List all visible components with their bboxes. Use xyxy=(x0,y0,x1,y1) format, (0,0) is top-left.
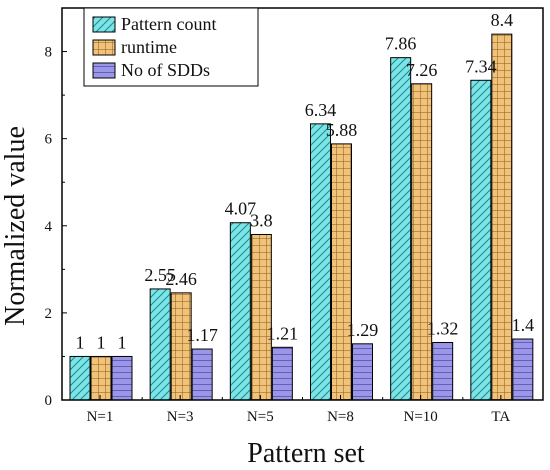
y-axis-title: Normalized value xyxy=(0,126,31,326)
bar-1-3 xyxy=(331,143,352,401)
legend-swatch-0 xyxy=(92,16,116,33)
bar-1-0 xyxy=(90,355,112,401)
data-label-2-2: 1.21 xyxy=(267,323,299,343)
bar-1-5 xyxy=(491,33,513,401)
x-tick-label-0: N=1 xyxy=(87,409,114,425)
bar-2-4 xyxy=(432,342,454,401)
legend-label-1: runtime xyxy=(121,37,177,57)
bar-1-2 xyxy=(250,233,272,401)
bar-0-0 xyxy=(69,355,91,401)
bar-0-1 xyxy=(149,288,171,401)
bar-0-4 xyxy=(390,57,412,401)
x-tick-label-4: N=10 xyxy=(404,409,438,425)
bar-2-1 xyxy=(191,348,213,401)
legend: Pattern count runtime No of SDDs xyxy=(83,7,259,87)
bar-1-4 xyxy=(411,83,433,401)
axes-group: 0 2 4 6 8 N=1 N=3 N=5 N=8 N=10 TA xyxy=(45,7,544,425)
legend-label-2: No of SDDs xyxy=(121,60,210,80)
bar-0-3 xyxy=(310,123,331,401)
data-label-1-4: 7.26 xyxy=(406,60,438,80)
data-label-0-5: 7.34 xyxy=(465,56,497,76)
legend-label-0: Pattern count xyxy=(121,14,216,34)
bar-0-5 xyxy=(470,79,492,401)
x-tick-label-2: N=5 xyxy=(247,409,274,425)
data-label-2-1: 1.17 xyxy=(186,325,218,345)
data-label-0-0: 1 xyxy=(76,332,85,352)
data-label-0-1: 2.55 xyxy=(144,265,176,285)
x-tick-label-1: N=3 xyxy=(167,409,194,425)
data-label-1-2: 3.8 xyxy=(250,210,273,230)
y-tick-label-3: 6 xyxy=(45,132,53,148)
data-label-1-5: 8.4 xyxy=(491,10,514,30)
data-label-1-1: 2.46 xyxy=(165,269,197,289)
bar-2-5 xyxy=(512,338,534,401)
x-tick-label-5: TA xyxy=(491,409,510,425)
y-tick-label-0: 0 xyxy=(45,393,53,409)
x-tick-label-3: N=8 xyxy=(327,409,354,425)
data-labels-group: 1 2.55 4.07 6.34 7.86 7.34 1 2.46 3.8 5.88 7.26 8.4… xyxy=(76,10,535,352)
data-label-2-0: 1 xyxy=(118,332,127,352)
y-tick-label-2: 4 xyxy=(45,219,53,235)
bar-2-3 xyxy=(352,343,373,401)
data-label-2-4: 1.32 xyxy=(427,319,459,339)
bar-0-2 xyxy=(229,222,251,401)
data-label-0-3: 6.34 xyxy=(305,100,337,120)
x-axis-title: Pattern set xyxy=(247,438,365,469)
bar-1-1 xyxy=(170,292,192,401)
legend-swatch-1 xyxy=(92,39,116,56)
data-label-1-3: 5.88 xyxy=(326,120,358,140)
data-label-1-0: 1 xyxy=(97,332,106,352)
bar-2-2 xyxy=(271,346,293,401)
y-tick-label-1: 2 xyxy=(45,306,53,322)
legend-swatch-2 xyxy=(92,62,116,79)
data-label-2-5: 1.4 xyxy=(512,315,535,335)
bar-2-0 xyxy=(111,355,133,401)
data-label-0-2: 4.07 xyxy=(225,199,257,219)
y-tick-label-4: 8 xyxy=(45,45,53,61)
data-label-0-4: 7.86 xyxy=(385,34,417,54)
data-label-2-3: 1.29 xyxy=(347,320,379,340)
